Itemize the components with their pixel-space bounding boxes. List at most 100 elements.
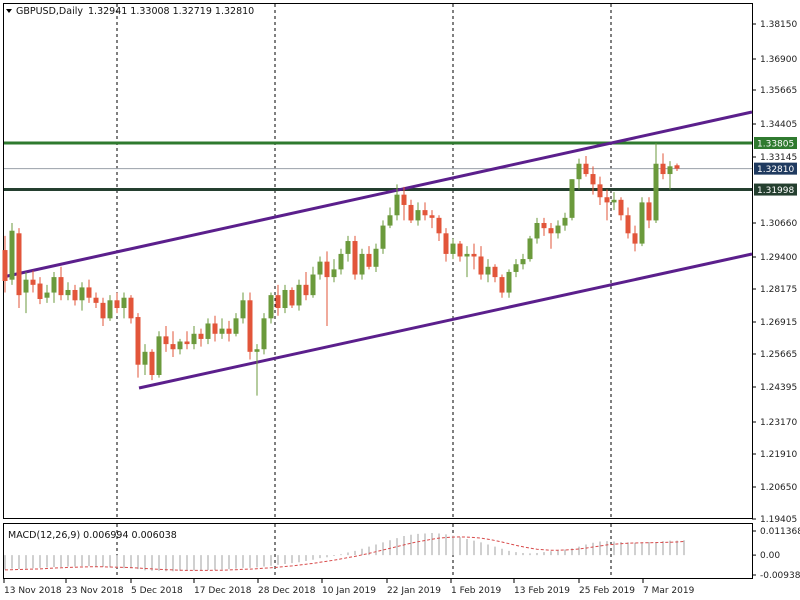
candle-body — [674, 165, 680, 169]
upper-channel-line — [2, 110, 753, 279]
price-tick-label: 1.23170 — [760, 418, 797, 428]
price-tick-label: 1.36900 — [760, 55, 797, 65]
price-tag-label: 1.32810 — [757, 165, 794, 175]
candle-body — [653, 163, 659, 221]
candle-body — [429, 215, 435, 218]
price-tick-label: 1.28175 — [760, 285, 797, 295]
chart-ohlc-readout: 1.32941 1.33008 1.32719 1.32810 — [88, 6, 254, 17]
candle-body — [352, 241, 358, 275]
candle-body — [114, 300, 120, 309]
candle-body — [205, 323, 211, 339]
candle-body — [548, 228, 554, 234]
date-tick-label: 17 Dec 2018 — [194, 586, 252, 596]
price-tick-label: 1.29400 — [760, 253, 797, 263]
candle-body — [506, 271, 512, 293]
candle-body — [149, 351, 155, 376]
candle-body — [457, 243, 463, 257]
candle-body — [534, 222, 540, 239]
candle-body — [625, 215, 631, 234]
vertical-gridlines — [116, 4, 612, 578]
candle-body — [478, 256, 484, 275]
candle-body — [422, 210, 428, 216]
candle-body — [2, 250, 8, 281]
candle-body — [408, 204, 414, 221]
candle-body — [198, 333, 204, 339]
collapse-triangle-icon[interactable] — [6, 9, 12, 13]
date-tick-label: 10 Jan 2019 — [322, 586, 376, 596]
candle-body — [282, 289, 288, 309]
candle-body — [310, 274, 316, 296]
price-tag-box — [754, 183, 797, 196]
candle-body — [555, 225, 561, 234]
date-tick-label: 13 Nov 2018 — [4, 586, 62, 596]
price-tick-label: 1.33145 — [760, 153, 797, 163]
candle-body — [289, 289, 295, 306]
candle-body — [93, 297, 99, 303]
candle-body — [380, 225, 386, 249]
candle-body — [499, 277, 505, 293]
candle-body — [436, 217, 442, 234]
candle-body — [23, 279, 29, 293]
candle-body — [471, 253, 477, 257]
candle-body — [485, 266, 491, 275]
candle-body — [58, 277, 64, 296]
macd-tick-label: 0.011368 — [760, 527, 800, 537]
price-tick-label: 1.26915 — [760, 318, 797, 328]
candlesticks — [2, 143, 680, 396]
candle-body — [16, 233, 22, 296]
candle-body — [72, 289, 78, 301]
date-tick-label: 22 Jan 2019 — [387, 586, 441, 596]
price-tick-label: 1.24395 — [760, 383, 797, 393]
candle-body — [156, 336, 162, 376]
price-tick-label: 1.25665 — [760, 350, 797, 360]
candle-body — [233, 318, 239, 334]
candle-body — [639, 202, 645, 244]
candle-body — [212, 323, 218, 334]
chart-symbol-label: GBPUSD,Daily — [16, 6, 83, 17]
price-tick-label: 1.21910 — [760, 450, 797, 460]
candle-body — [562, 217, 568, 226]
candle-body — [226, 328, 232, 334]
candle-body — [275, 295, 281, 309]
candle-body — [513, 264, 519, 272]
candle-body — [387, 215, 393, 226]
candle-body — [163, 336, 169, 345]
candle-body — [401, 194, 407, 205]
candle-body — [268, 295, 274, 319]
candle-body — [51, 277, 57, 293]
candle-body — [324, 261, 330, 278]
macd-tick-label: -0.009386 — [760, 571, 800, 581]
price-axis: 1.38150 1.36900 1.35665 1.34405 1.33145 1.306… — [752, 20, 800, 581]
candle-body — [44, 292, 50, 298]
candle-body — [121, 297, 127, 309]
price-tag-box — [754, 136, 797, 149]
price-tick-label: 1.19405 — [760, 515, 797, 525]
macd-signal-line — [4, 536, 685, 571]
candle-body — [317, 261, 323, 275]
price-tag-label: 1.31998 — [757, 186, 794, 196]
candle-body — [254, 349, 260, 352]
macd-panel-frame — [3, 523, 753, 579]
candle-body — [219, 328, 225, 334]
candle-body — [30, 279, 36, 285]
candle-body — [177, 341, 183, 350]
candle-body — [464, 253, 470, 257]
candle-body — [331, 269, 337, 278]
candle-body — [338, 253, 344, 270]
lower-channel-line — [138, 252, 753, 390]
price-tag-label: 1.33805 — [757, 139, 794, 149]
price-tag-box — [754, 162, 797, 175]
date-tick-label: 1 Feb 2019 — [451, 586, 502, 596]
candle-body — [373, 248, 379, 267]
candle-body — [184, 341, 190, 345]
candle-body — [541, 222, 547, 229]
candle-body — [261, 318, 267, 350]
candle-body — [597, 184, 603, 198]
date-tick-label: 23 Nov 2018 — [66, 586, 124, 596]
macd-tick-label: 0.00 — [760, 551, 780, 561]
candle-body — [65, 289, 71, 296]
candle-body — [450, 243, 456, 254]
candle-body — [142, 351, 148, 365]
